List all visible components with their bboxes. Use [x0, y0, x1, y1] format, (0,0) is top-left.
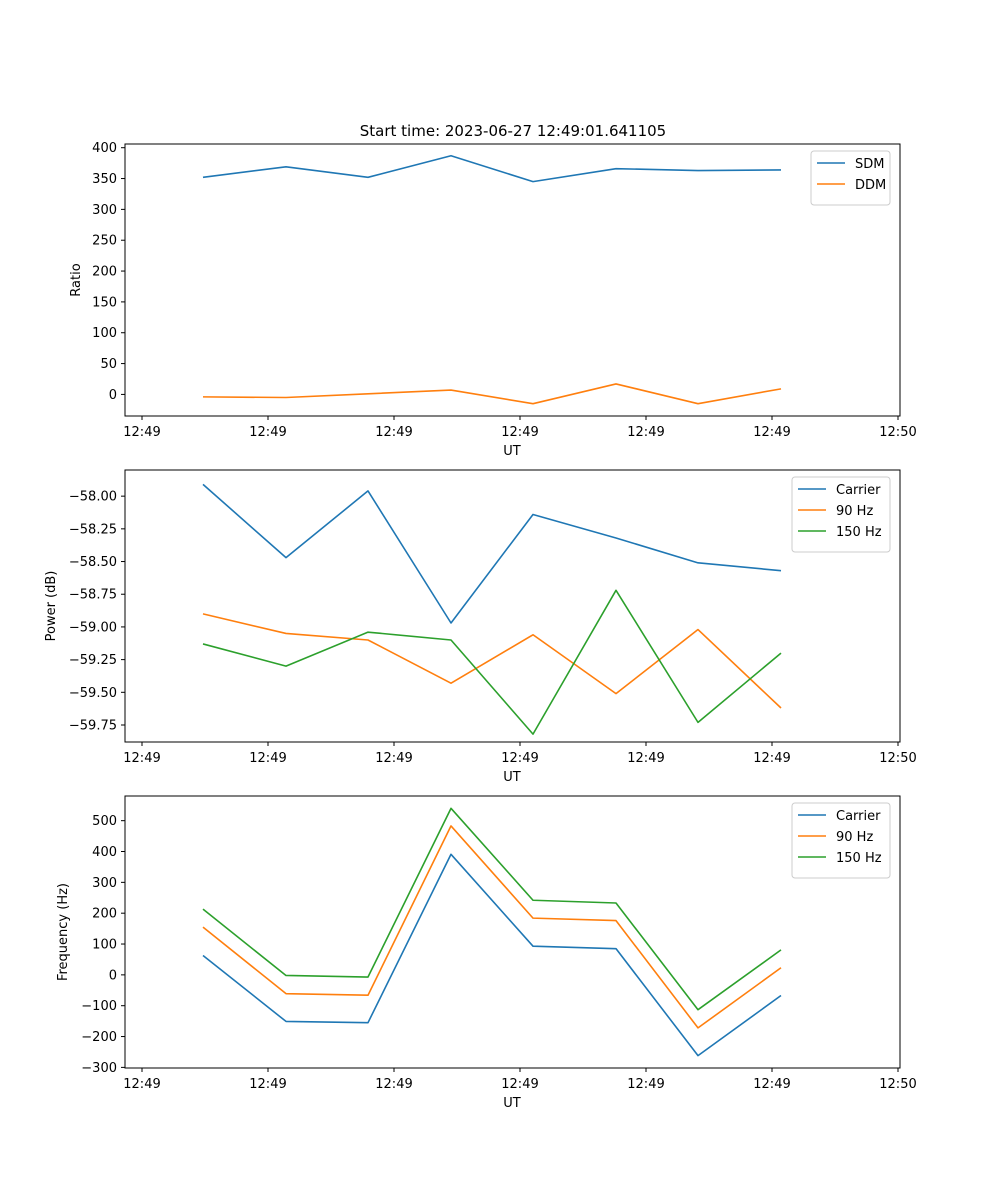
series-line-carrier	[202, 483, 782, 624]
y-tick-label: 350	[92, 172, 117, 187]
x-tick-label: 12:49	[123, 751, 160, 766]
y-tick-label: 100	[92, 326, 117, 341]
legend-label: 90 Hz	[836, 830, 873, 845]
x-tick-label: 12:49	[375, 751, 412, 766]
legend-label: Carrier	[836, 483, 881, 498]
subplot-2: 12:49 12:49 12:49 12:49 12:49 12:49 12:50 −59.7…	[44, 469, 917, 785]
y-axis-label: Power (dB)	[44, 571, 59, 642]
y-tick-label: 500	[92, 814, 117, 829]
x-axis-label: UT	[503, 444, 521, 459]
y-tick-label: 150	[92, 295, 117, 310]
x-tick-label: 12:49	[753, 1077, 790, 1092]
y-tick-label: 400	[92, 141, 117, 156]
y-tick-label: −59.50	[69, 686, 117, 701]
y-tick-label: −59.00	[69, 620, 117, 635]
legend-box	[791, 476, 891, 553]
x-tick-label: 12:49	[123, 425, 160, 440]
y-tick-label: −59.75	[69, 719, 117, 734]
series-line-carrier	[202, 853, 782, 1057]
series-line-sdm	[202, 154, 782, 183]
y-tick-label: 200	[92, 907, 117, 922]
x-tick-label: 12:49	[753, 751, 790, 766]
legend-box	[791, 802, 891, 879]
series-line-150-hz	[202, 589, 782, 735]
y-tick-label: 200	[92, 265, 117, 280]
axes-frame	[124, 143, 901, 417]
axes-frame	[124, 469, 901, 743]
x-tick-label: 12:50	[879, 425, 916, 440]
legend-label: DDM	[855, 178, 886, 193]
series-line-90-hz	[202, 613, 782, 709]
x-tick-label: 12:50	[879, 751, 916, 766]
legend-label: SDM	[855, 157, 884, 172]
legend: SDM DDM	[810, 150, 891, 206]
x-axis-label: UT	[503, 1096, 521, 1111]
x-tick-label: 12:49	[249, 751, 286, 766]
y-tick-label: 250	[92, 234, 117, 249]
x-tick-label: 12:49	[501, 1077, 538, 1092]
subplot-3: 12:49 12:49 12:49 12:49 12:49 12:49 12:50 −300 −…	[56, 795, 917, 1111]
x-tick-label: 12:49	[627, 1077, 664, 1092]
y-tick-label: −58.75	[69, 588, 117, 603]
y-tick-label: −200	[81, 1030, 117, 1045]
x-tick-label: 12:49	[123, 1077, 160, 1092]
y-tick-label: −58.50	[69, 555, 117, 570]
y-tick-label: 0	[109, 968, 117, 983]
x-tick-label: 12:49	[501, 425, 538, 440]
legend-box	[810, 150, 891, 206]
y-tick-label: −300	[81, 1061, 117, 1076]
y-tick-label: 0	[109, 388, 117, 403]
y-tick-label: −58.25	[69, 522, 117, 537]
legend-label: 90 Hz	[836, 504, 873, 519]
x-tick-label: 12:50	[879, 1077, 916, 1092]
series-line-150-hz	[202, 807, 782, 1011]
figure-title: Start time: 2023-06-27 12:49:01.641105	[360, 122, 666, 140]
legend: Carrier 90 Hz 150 Hz	[791, 476, 891, 553]
legend-label: 150 Hz	[836, 525, 882, 540]
x-tick-label: 12:49	[627, 751, 664, 766]
y-tick-label: −58.00	[69, 490, 117, 505]
y-axis-label: Ratio	[69, 263, 84, 296]
x-axis-label: UT	[503, 770, 521, 785]
x-tick-label: 12:49	[501, 751, 538, 766]
x-tick-label: 12:49	[375, 1077, 412, 1092]
y-tick-label: 300	[92, 876, 117, 891]
legend-label: Carrier	[836, 809, 881, 824]
x-tick-label: 12:49	[249, 425, 286, 440]
x-tick-label: 12:49	[753, 425, 790, 440]
y-tick-label: 50	[100, 357, 117, 372]
subplot-1: 12:49 12:49 12:49 12:49 12:49 12:49 12:50 0 50 10…	[69, 141, 917, 459]
x-tick-label: 12:49	[375, 425, 412, 440]
x-tick-label: 12:49	[249, 1077, 286, 1092]
y-axis-label: Frequency (Hz)	[56, 883, 71, 981]
y-tick-label: 400	[92, 845, 117, 860]
x-tick-label: 12:49	[627, 425, 664, 440]
legend: Carrier 90 Hz 150 Hz	[791, 802, 891, 879]
subplot-panels: 12:49 12:49 12:49 12:49 12:49 12:49 12:50 0 50 10…	[44, 141, 917, 1111]
y-tick-label: −59.25	[69, 653, 117, 668]
y-tick-label: −100	[81, 999, 117, 1014]
series-line-ddm	[202, 383, 782, 405]
legend-label: 150 Hz	[836, 851, 882, 866]
y-tick-label: 300	[92, 203, 117, 218]
series-line-90-hz	[202, 825, 782, 1029]
axes-frame	[124, 795, 901, 1069]
y-tick-label: 100	[92, 938, 117, 953]
